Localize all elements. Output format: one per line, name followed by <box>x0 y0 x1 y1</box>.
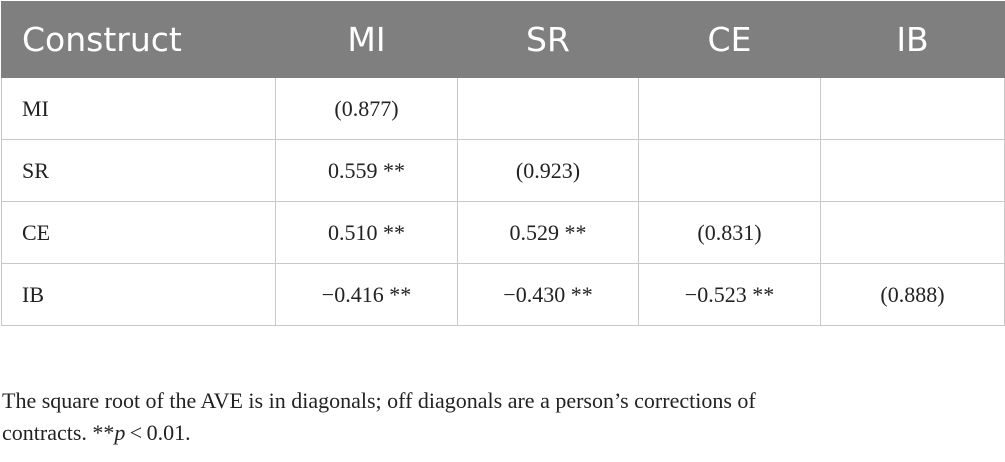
cell-ib-sr: −0.430 ** <box>457 263 639 326</box>
header-construct: Construct <box>1 1 276 78</box>
table-row: SR 0.559 ** (0.923) <box>1 139 1005 202</box>
cell-mi-ce <box>638 77 821 140</box>
correlation-table: Construct MI SR CE IB MI (0.877) SR 0.55… <box>1 1 1005 326</box>
table-row: IB −0.416 ** −0.430 ** −0.523 ** (0.888) <box>1 263 1005 326</box>
cell-ib-ib: (0.888) <box>820 263 1005 326</box>
cell-mi-sr <box>457 77 639 140</box>
cell-mi-mi: (0.877) <box>275 77 458 140</box>
cell-ib-mi: −0.416 ** <box>275 263 458 326</box>
cell-ce-ib <box>820 201 1005 264</box>
cell-ce-sr: 0.529 ** <box>457 201 639 264</box>
cell-ib-ce: −0.523 ** <box>638 263 821 326</box>
footnote-line-2-prefix: contracts. ** <box>2 420 115 445</box>
header-sr: SR <box>457 1 639 78</box>
header-mi: MI <box>275 1 458 78</box>
table-row: CE 0.510 ** 0.529 ** (0.831) <box>1 201 1005 264</box>
cell-ce-mi: 0.510 ** <box>275 201 458 264</box>
cell-mi-ib <box>820 77 1005 140</box>
footnote-line-2-suffix: < 0.01. <box>125 420 191 445</box>
footnote-p-symbol: p <box>114 420 126 445</box>
row-label-sr: SR <box>1 139 276 202</box>
table-footnote: The square root of the AVE is in diagona… <box>2 385 982 449</box>
row-label-ib: IB <box>1 263 276 326</box>
row-label-mi: MI <box>1 77 276 140</box>
table-header-row: Construct MI SR CE IB <box>1 1 1005 78</box>
header-ce: CE <box>638 1 821 78</box>
correlation-table-container: Construct MI SR CE IB MI (0.877) SR 0.55… <box>1 1 1005 326</box>
cell-sr-mi: 0.559 ** <box>275 139 458 202</box>
header-ib: IB <box>820 1 1005 78</box>
cell-ce-ce: (0.831) <box>638 201 821 264</box>
table-row: MI (0.877) <box>1 77 1005 140</box>
row-label-ce: CE <box>1 201 276 264</box>
footnote-line-1: The square root of the AVE is in diagona… <box>2 388 756 413</box>
cell-sr-ib <box>820 139 1005 202</box>
cell-sr-ce <box>638 139 821 202</box>
cell-sr-sr: (0.923) <box>457 139 639 202</box>
